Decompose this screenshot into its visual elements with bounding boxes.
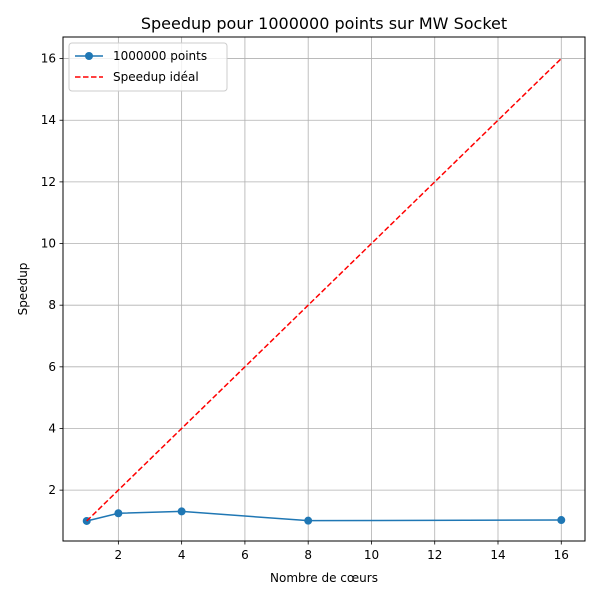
y-tick-label: 10	[41, 237, 56, 251]
x-tick-label: 14	[490, 548, 505, 562]
x-tick-label: 12	[427, 548, 442, 562]
x-tick-label: 16	[554, 548, 569, 562]
x-axis-ticks: 2 4 6 8 10 12 14 16	[115, 541, 569, 562]
data-point	[114, 509, 123, 518]
series-line-1	[86, 510, 562, 522]
legend-label-series-1: 1000000 points	[113, 49, 207, 63]
data-point	[304, 516, 313, 525]
y-tick-label: 4	[48, 421, 56, 435]
series-layer	[82, 58, 566, 525]
chart-title: Speedup pour 1000000 points sur MW Socke…	[141, 14, 507, 33]
y-axis-label: Speedup	[16, 263, 30, 316]
data-point	[557, 516, 566, 525]
grid	[63, 37, 585, 541]
y-tick-label: 14	[41, 113, 56, 127]
y-axis-ticks: 2 4 6 8 10 12 14 16	[41, 52, 63, 497]
x-tick-label: 4	[178, 548, 186, 562]
x-tick-label: 8	[304, 548, 312, 562]
data-point	[177, 507, 186, 516]
y-tick-label: 16	[41, 52, 56, 66]
x-tick-label: 10	[364, 548, 379, 562]
y-tick-label: 8	[48, 298, 56, 312]
y-tick-label: 12	[41, 175, 56, 189]
x-tick-label: 6	[241, 548, 249, 562]
x-tick-label: 2	[115, 548, 123, 562]
plot-area-frame	[62, 36, 586, 542]
legend-box	[68, 42, 228, 92]
legend: 1000000 points Speedup idéal	[68, 42, 228, 92]
x-axis-label: Nombre de cœurs	[270, 571, 378, 585]
legend-label-series-2: Speedup idéal	[113, 70, 199, 84]
legend-marker-series-1	[85, 52, 93, 60]
y-tick-label: 2	[48, 483, 56, 497]
y-tick-label: 6	[48, 360, 56, 374]
series-line-2	[86, 58, 562, 522]
